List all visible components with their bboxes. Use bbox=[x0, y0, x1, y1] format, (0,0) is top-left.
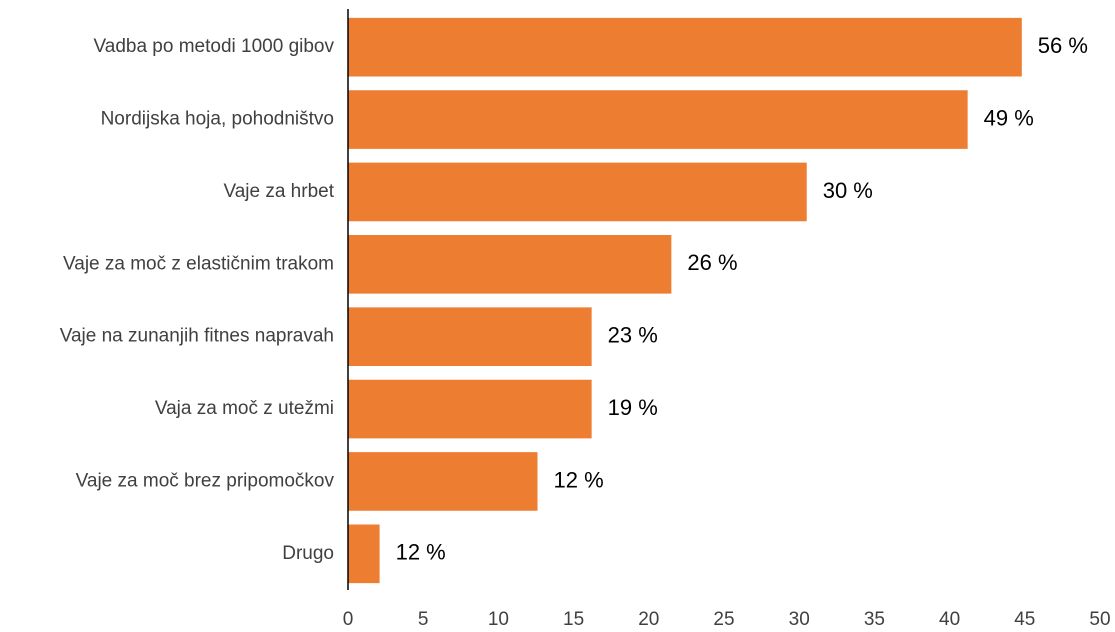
x-tick-label: 20 bbox=[638, 609, 659, 630]
axis-layer: 0 5 10 15 20 25 30 35 40 45 50 bbox=[343, 9, 1111, 630]
labels-layer: Vadba po metodi 1000 gibov 56 % Nordijska … bbox=[60, 33, 1088, 565]
bar bbox=[348, 524, 380, 584]
x-tick-label: 35 bbox=[864, 609, 885, 630]
category-label: Vadba po metodi 1000 gibov bbox=[94, 36, 335, 57]
bars-layer bbox=[348, 17, 1022, 584]
category-label: Nordijska hoja, pohodništvo bbox=[101, 109, 334, 130]
data-label: 30 % bbox=[823, 178, 873, 203]
data-label: 56 % bbox=[1038, 33, 1088, 58]
x-tick-label: 0 bbox=[343, 609, 354, 630]
x-tick-label: 30 bbox=[789, 609, 810, 630]
category-label: Drugo bbox=[282, 543, 334, 564]
category-label: Vaje za moč brez pripomočkov bbox=[76, 470, 335, 491]
x-tick-label: 40 bbox=[939, 609, 960, 630]
data-label: 23 % bbox=[608, 323, 658, 348]
x-tick-label: 45 bbox=[1014, 609, 1035, 630]
x-tick-label: 50 bbox=[1089, 609, 1110, 630]
bar bbox=[348, 17, 1022, 77]
bar bbox=[348, 162, 807, 222]
bar bbox=[348, 379, 592, 439]
bar bbox=[348, 307, 592, 366]
category-label: Vaje na zunanjih fitnes napravah bbox=[60, 326, 334, 347]
bar bbox=[348, 452, 538, 511]
data-label: 26 % bbox=[687, 250, 737, 275]
x-tick-label: 25 bbox=[713, 609, 734, 630]
data-label: 12 % bbox=[554, 467, 604, 492]
category-label: Vaja za moč z utežmi bbox=[155, 398, 334, 419]
bar bbox=[348, 90, 968, 149]
x-tick-label: 10 bbox=[488, 609, 509, 630]
x-tick-label: 15 bbox=[563, 609, 584, 630]
data-label: 12 % bbox=[396, 540, 446, 565]
bar bbox=[348, 235, 672, 294]
data-label: 19 % bbox=[608, 395, 658, 420]
category-label: Vaje za hrbet bbox=[223, 181, 334, 202]
data-label: 49 % bbox=[984, 105, 1034, 130]
category-label: Vaje za moč z elastičnim trakom bbox=[63, 253, 334, 274]
x-tick-label: 5 bbox=[418, 609, 429, 630]
